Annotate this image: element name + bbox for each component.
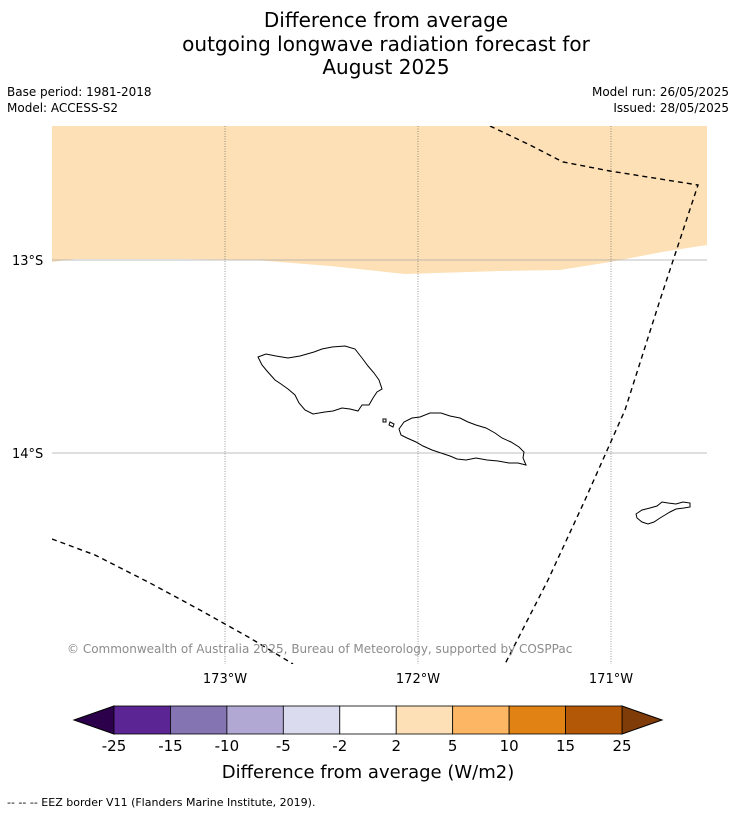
colorbar-under-arrow xyxy=(72,705,115,735)
lon-label-172w: 172°W xyxy=(396,672,440,687)
apolima-island xyxy=(382,418,387,423)
upolu-island xyxy=(398,412,527,466)
map-title-line-1: Difference from average xyxy=(263,8,509,32)
model-label: Model: ACCESS-S2 xyxy=(7,101,119,115)
colorbar-tick-label: -15 xyxy=(158,737,183,755)
colorbar-tick-label: -2 xyxy=(332,737,347,755)
colorbar-tick-label: -5 xyxy=(276,737,291,755)
model-run-label: Model run: 26/05/2025 xyxy=(591,85,729,99)
savaii-island xyxy=(257,345,383,415)
colorbar-tick-label: 5 xyxy=(448,737,458,755)
colorbar-over-arrow xyxy=(621,705,664,735)
eez-border-footnote: -- -- -- EEZ border V11 (Flanders Marine… xyxy=(7,796,316,809)
colorbar-segment xyxy=(339,705,397,735)
eez-border-southwest xyxy=(52,538,294,664)
colorbar-label: Difference from average (W/m2) xyxy=(222,762,514,783)
issued-label: Issued: 28/05/2025 xyxy=(613,101,729,115)
lon-label-171w: 171°W xyxy=(589,672,633,687)
lat-label-14s: 14°S xyxy=(12,447,43,462)
colorbar-tick-label: 2 xyxy=(391,737,401,755)
colorbar-segment xyxy=(508,705,566,735)
eez-border-east xyxy=(489,126,699,664)
colorbar-segment xyxy=(395,705,454,735)
colorbar: -25 -15 -10 -5 -2 2 5 10 15 25 xyxy=(72,705,664,755)
colorbar-tick-label: 10 xyxy=(500,737,519,755)
colorbar-segment xyxy=(226,705,284,735)
map-title-line-2: outgoing longwave radiation forecast for xyxy=(182,32,590,56)
colorbar-segment xyxy=(170,705,228,735)
manono-island xyxy=(388,421,395,428)
map-title-line-3: August 2025 xyxy=(322,55,450,79)
copyright-attribution: © Commonwealth of Australia 2025, Bureau… xyxy=(67,642,572,656)
colorbar-segment xyxy=(452,705,510,735)
base-period-label: Base period: 1981-2018 xyxy=(7,85,152,99)
lat-label-13s: 13°S xyxy=(12,254,43,269)
colorbar-tick-label: -25 xyxy=(102,737,127,755)
lon-label-173w: 173°W xyxy=(203,672,247,687)
colorbar-tick-label: -10 xyxy=(215,737,240,755)
colorbar-segment xyxy=(282,705,341,735)
colorbar-segment xyxy=(113,705,171,735)
colorbar-tick-label: 15 xyxy=(556,737,575,755)
tutuila-island xyxy=(635,501,691,525)
colorbar-tick-label: 25 xyxy=(612,737,631,755)
colorbar-segment xyxy=(565,705,623,735)
positive-anomaly-region xyxy=(52,126,707,274)
